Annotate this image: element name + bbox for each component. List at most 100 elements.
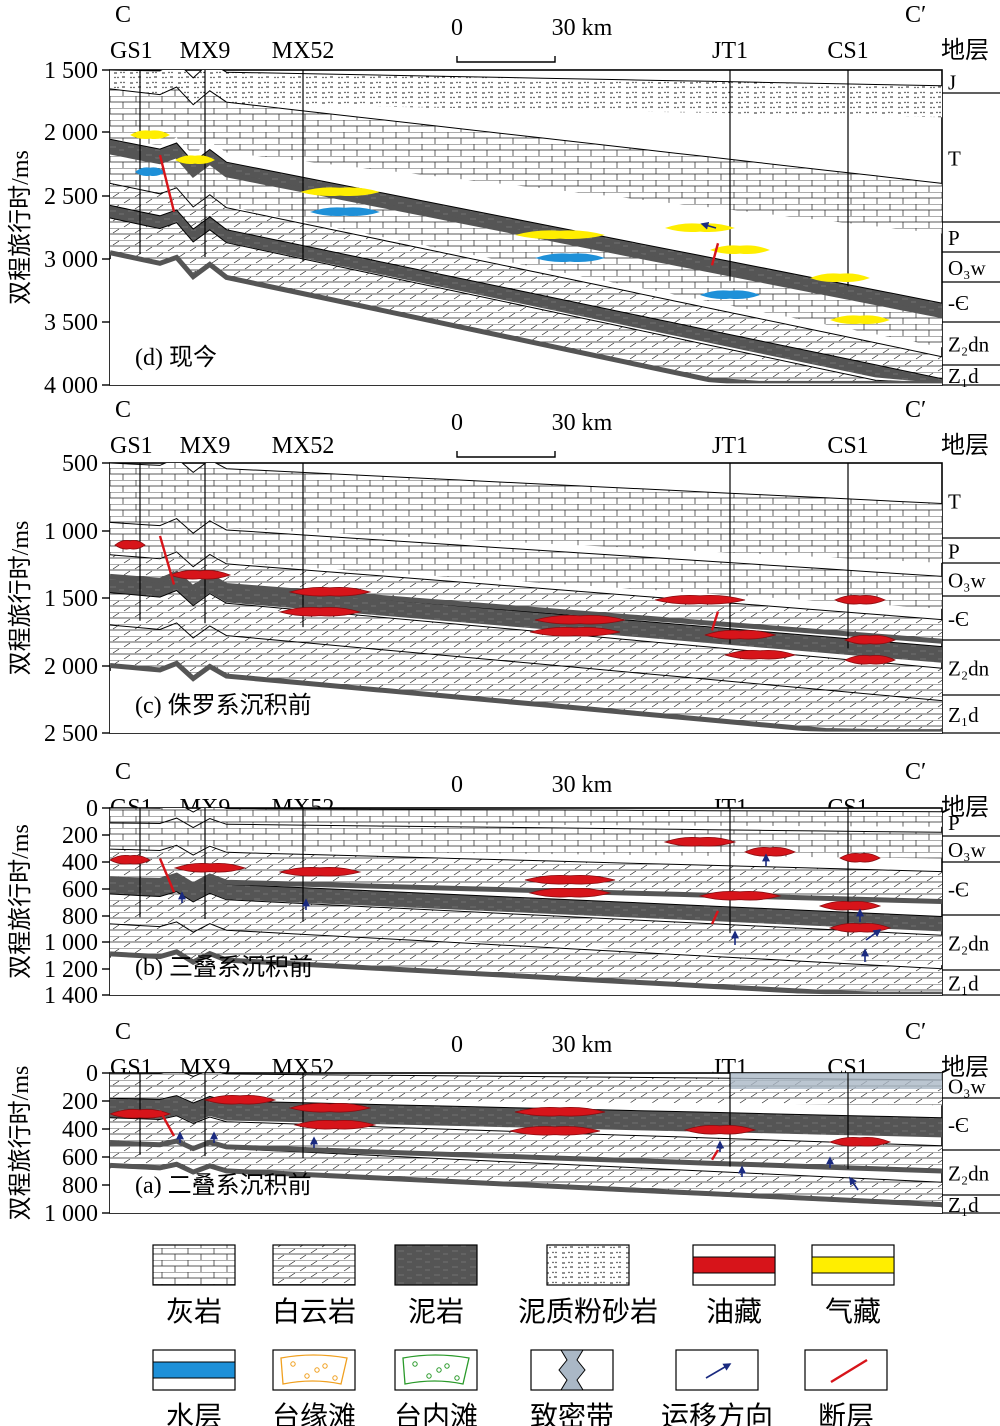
stratum-label: -Є <box>948 291 969 315</box>
y-axis-tick-label: 0 <box>86 1061 98 1087</box>
horizon-line <box>110 204 942 380</box>
stratum-band <box>110 845 942 902</box>
legend-arrow-icon <box>705 1363 732 1379</box>
strata-header: 地层 <box>941 37 989 64</box>
stratum-band <box>110 818 942 859</box>
stratum-label: O₃w <box>948 256 986 280</box>
horizon-line <box>110 844 942 873</box>
y-axis-tick-label: 200 <box>62 1089 98 1115</box>
gas-reservoir <box>515 230 605 240</box>
stratum-band <box>110 183 942 379</box>
gas-reservoir <box>665 223 735 233</box>
stratum-band <box>110 463 942 563</box>
legend-shoal-outline <box>280 1354 348 1385</box>
legend-label: 气藏 <box>825 1296 881 1328</box>
below-basement <box>110 1167 942 1213</box>
strata-header: 地层 <box>941 794 989 821</box>
panel-c: C C′ GS1 MX9 MX52 JT1 CS1 0 30 km 地层 500 1 000 1 500… <box>7 397 1000 747</box>
stratum-band <box>110 518 942 609</box>
legend-item-inner-shoal: 台内滩 <box>394 1349 478 1426</box>
scale-zero-label: 0 <box>451 410 463 436</box>
stratum-band <box>110 87 942 234</box>
stratum-label: Z₂dn <box>948 657 990 681</box>
legend-item-gas: 气藏 <box>811 1244 895 1328</box>
stratum-label: Z₂dn <box>948 333 990 357</box>
below-basement <box>110 955 942 995</box>
scale-distance-label: 30 km <box>552 410 613 436</box>
y-axis-title: 双程旅行时/ms <box>7 521 34 676</box>
scale-zero-label: 0 <box>451 772 463 798</box>
section-start-label: C <box>115 2 131 28</box>
stratum-band <box>110 551 942 642</box>
oil-reservoir <box>509 1125 601 1136</box>
stratum-band <box>110 891 942 966</box>
basement-horizon <box>110 1161 942 1208</box>
stratum-label: Z₂dn <box>948 932 990 956</box>
y-axis-tick-label: 200 <box>62 823 98 849</box>
legend-swatch <box>272 1244 356 1286</box>
legend-label: 水层 <box>166 1401 222 1426</box>
legend-label: 油藏 <box>706 1296 762 1328</box>
well-label-mx9: MX9 <box>180 433 231 459</box>
y-axis-tick-label: 600 <box>62 877 98 903</box>
y-axis-tick-label: 400 <box>62 1117 98 1143</box>
fault-line <box>158 535 176 585</box>
legend-swatch <box>152 1244 236 1286</box>
scale-distance-label: 30 km <box>552 15 613 41</box>
oil-reservoir <box>698 890 782 901</box>
well-label-cs1: CS1 <box>827 38 868 64</box>
scale-bar <box>456 56 556 63</box>
oil-reservoir <box>110 854 151 865</box>
legend-grain <box>290 1361 296 1367</box>
well-label-gs1: GS1 <box>110 433 153 459</box>
tight-zone <box>730 1073 942 1089</box>
migration-arrow <box>700 221 717 230</box>
well-label-cs1: CS1 <box>827 433 868 459</box>
y-axis-tick-label: 800 <box>62 1173 98 1199</box>
horizon-line <box>110 463 942 504</box>
water-reservoir <box>700 290 760 300</box>
well-label-mx52: MX52 <box>272 38 335 64</box>
well-label-gs1: GS1 <box>110 38 153 64</box>
scale-bar <box>456 451 556 458</box>
well-label-mx52: MX52 <box>272 433 335 459</box>
legend-label: 灰岩 <box>166 1296 222 1328</box>
legend-item-limestone: 灰岩 <box>152 1244 236 1328</box>
y-axis-tick-label: 600 <box>62 1145 98 1171</box>
stratum-label: -Є <box>948 878 969 902</box>
stratum-label: P <box>948 540 960 564</box>
y-axis-tick-label: 1 000 <box>44 930 98 956</box>
water-reservoir <box>310 207 380 217</box>
well-label-jt1: JT1 <box>712 433 748 459</box>
legend-item-tight-zone: 致密带 <box>530 1349 614 1426</box>
stratum-band <box>110 622 942 732</box>
legend-item-oil: 油藏 <box>692 1244 776 1328</box>
horizon-line <box>110 86 942 184</box>
fault-line <box>710 910 720 925</box>
panel-caption: (b) 三叠系沉积前 <box>135 954 313 981</box>
legend-label: 运移方向 <box>661 1401 773 1426</box>
horizon-line <box>110 622 942 702</box>
y-axis-tick-label: 4 000 <box>44 373 98 399</box>
stratum-label: Z₁d <box>948 1193 979 1217</box>
panel-caption: (c) 侏罗系沉积前 <box>135 692 312 719</box>
horizon-line <box>110 1095 942 1119</box>
oil-reservoir <box>288 586 372 597</box>
horizon-line <box>110 1115 942 1147</box>
stratum-label: Z₁d <box>948 703 979 727</box>
oil-reservoir <box>839 852 881 863</box>
legend-label: 白云岩 <box>272 1296 356 1328</box>
legend-swatch <box>804 1349 888 1391</box>
basement-horizon <box>110 660 942 733</box>
section-end-label: C′ <box>905 2 926 28</box>
horizon-line <box>110 808 942 813</box>
stratum-label: -Є <box>948 1113 969 1137</box>
below-basement <box>110 668 942 733</box>
horizon-line <box>110 70 942 87</box>
fault-line <box>710 242 720 266</box>
legend-label: 台缘滩 <box>272 1401 356 1426</box>
oil-reservoir <box>534 614 626 625</box>
